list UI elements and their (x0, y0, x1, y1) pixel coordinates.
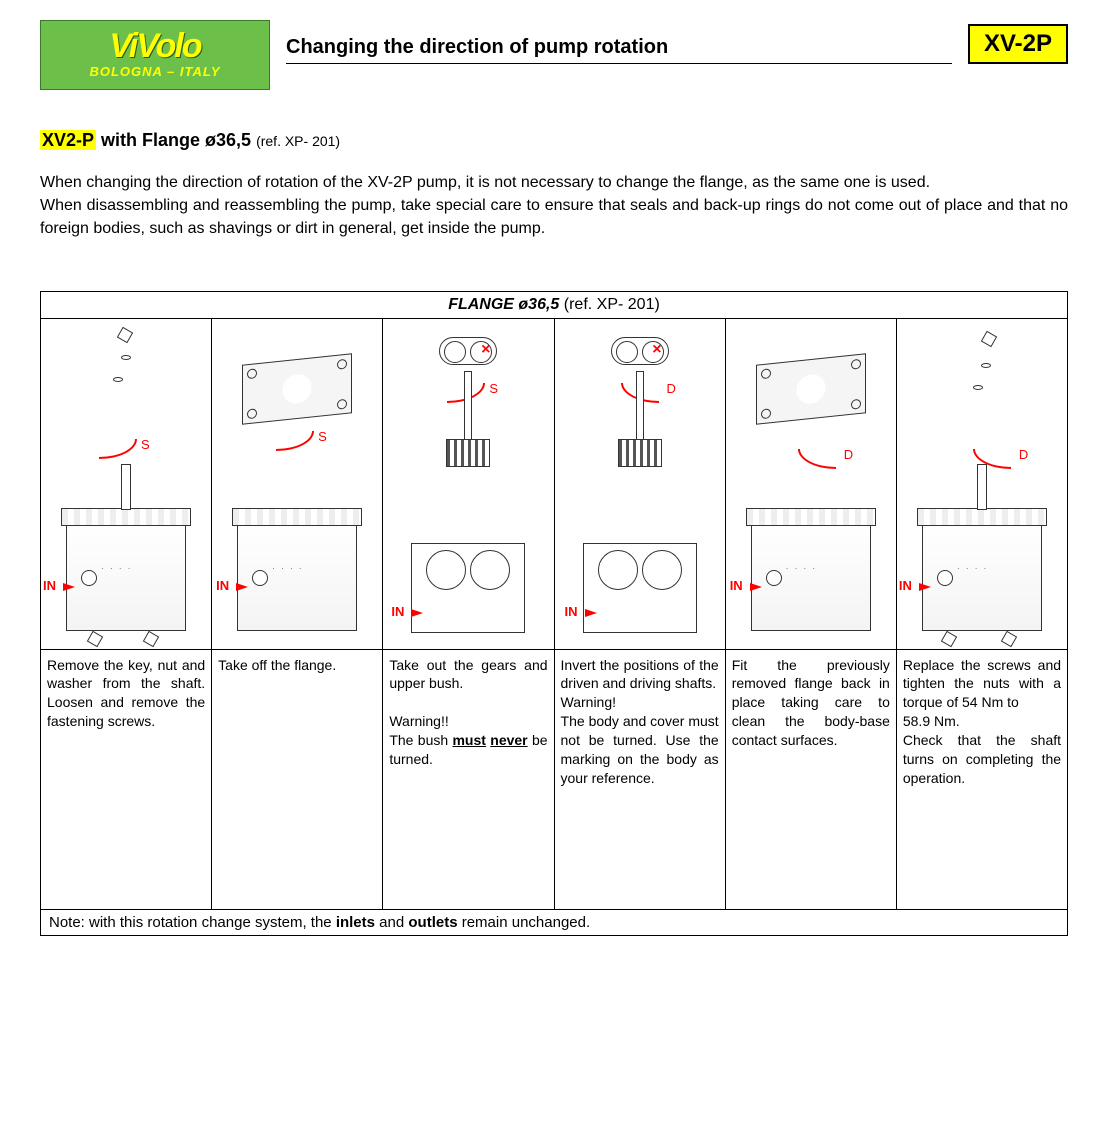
figure-illustration: D · · · · IN (726, 319, 896, 649)
figure-header: FLANGE ø36,5 (ref. XP- 201) (41, 292, 1067, 319)
inlet-label: IN (730, 578, 743, 593)
bush-icon: × (611, 337, 669, 365)
inlet-arrow-icon (750, 583, 762, 591)
figure-panel: D · · · · IN Replace the screws and tigh… (897, 319, 1067, 909)
heading-bold: with Flange ø36,5 (96, 130, 256, 150)
logo-text-sub: BOLOGNA – ITALY (89, 64, 220, 79)
figure-illustration: × S IN (383, 319, 553, 649)
inlet-arrow-icon (919, 583, 931, 591)
rotation-label: S (318, 429, 327, 444)
rotation-label: S (489, 381, 498, 396)
figure-table: FLANGE ø36,5 (ref. XP- 201) S · · · · IN (40, 291, 1068, 936)
inlet-label: IN (899, 578, 912, 593)
figure-illustration: × D IN (555, 319, 725, 649)
rotation-label: D (1019, 447, 1028, 462)
figure-caption: Invert the positions of the driven and d… (555, 649, 725, 909)
rotation-label: D (667, 381, 676, 396)
pump-body-icon (583, 543, 697, 633)
inlet-arrow-icon (411, 609, 423, 617)
inlet-label: IN (391, 604, 404, 619)
pump-body-icon (411, 543, 525, 633)
intro-text: When changing the direction of rotation … (40, 171, 1068, 241)
inlet-arrow-icon (236, 583, 248, 591)
pump-icon: · · · · (66, 521, 186, 631)
note-text: and (375, 914, 408, 931)
figure-panel: × D IN Invert the positions of the drive… (555, 319, 726, 909)
caption-underline: must (452, 732, 485, 748)
inlet-label: IN (43, 578, 56, 593)
note-text: Note: with this rotation change system, … (49, 914, 336, 931)
figure-panel: S · · · · IN Remove the key, nut and was… (41, 319, 212, 909)
pump-icon: · · · · (922, 521, 1042, 631)
model-badge: XV-2P (968, 24, 1068, 64)
figure-header-title: FLANGE ø36,5 (448, 296, 559, 313)
inlet-arrow-icon (63, 583, 75, 591)
flange-icon (242, 353, 352, 425)
figure-caption: Take off the flange. (212, 649, 382, 909)
gear-icon (618, 439, 662, 467)
logo-text-main: ViVolo (109, 31, 200, 62)
figure-panels-row: S · · · · IN Remove the key, nut and was… (41, 319, 1067, 909)
figure-panel: D · · · · IN Fit the previously removed … (726, 319, 897, 909)
inlet-arrow-icon (585, 609, 597, 617)
heading-highlight: XV2-P (40, 130, 96, 150)
bush-icon: × (439, 337, 497, 365)
page-header: ViVolo BOLOGNA – ITALY Changing the dire… (40, 20, 1068, 90)
flange-icon (756, 353, 866, 425)
pump-icon: · · · · (751, 521, 871, 631)
figure-caption: Fit the previously removed flange back i… (726, 649, 896, 909)
rotation-label: S (141, 437, 150, 452)
gear-icon (446, 439, 490, 467)
document-title: Changing the direction of pump rotation (286, 24, 952, 64)
heading-ref: (ref. XP- 201) (256, 133, 340, 149)
note-bold: outlets (408, 914, 457, 931)
rotation-label: D (844, 447, 853, 462)
section-heading: XV2-P with Flange ø36,5 (ref. XP- 201) (40, 130, 1068, 151)
figure-panel: × S IN Take out the gears and upper bush… (383, 319, 554, 909)
figure-panel: S · · · · IN Take off the flange. (212, 319, 383, 909)
inlet-label: IN (216, 578, 229, 593)
figure-caption: Take out the gears and upper bush. Warni… (383, 649, 553, 909)
figure-footnote: Note: with this rotation change system, … (41, 909, 1067, 935)
figure-illustration: S · · · · IN (212, 319, 382, 649)
caption-underline: never (490, 732, 527, 748)
figure-caption: Remove the key, nut and washer from the … (41, 649, 211, 909)
note-bold: inlets (336, 914, 375, 931)
figure-illustration: S · · · · IN (41, 319, 211, 649)
note-text: remain unchanged. (458, 914, 591, 931)
pump-icon: · · · · (237, 521, 357, 631)
figure-illustration: D · · · · IN (897, 319, 1067, 649)
brand-logo: ViVolo BOLOGNA – ITALY (40, 20, 270, 90)
inlet-label: IN (565, 604, 578, 619)
figure-caption: Replace the screws and tighten the nuts … (897, 649, 1067, 909)
figure-header-ref: (ref. XP- 201) (559, 296, 659, 313)
